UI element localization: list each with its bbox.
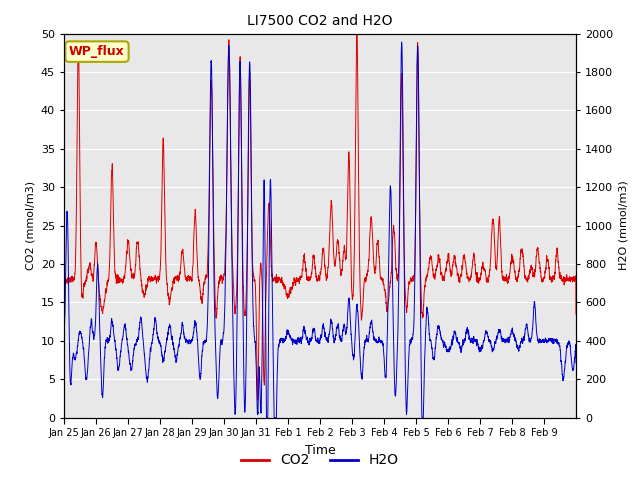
Text: WP_flux: WP_flux bbox=[69, 45, 125, 58]
Title: LI7500 CO2 and H2O: LI7500 CO2 and H2O bbox=[247, 14, 393, 28]
X-axis label: Time: Time bbox=[305, 444, 335, 456]
Legend: CO2, H2O: CO2, H2O bbox=[236, 448, 404, 473]
Y-axis label: H2O (mmol/m3): H2O (mmol/m3) bbox=[619, 181, 628, 270]
Y-axis label: CO2 (mmol/m3): CO2 (mmol/m3) bbox=[26, 181, 35, 270]
